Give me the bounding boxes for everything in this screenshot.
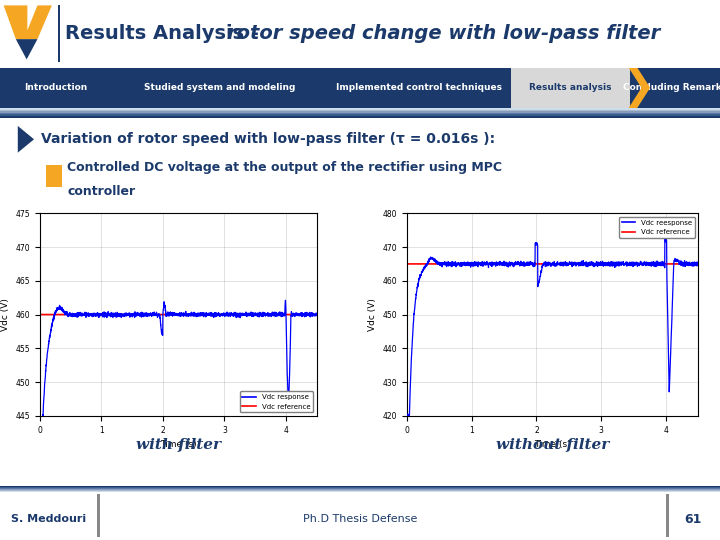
Bar (0, 489, 720, 490)
Polygon shape (16, 39, 37, 59)
Text: Results Analysis -: Results Analysis - (65, 24, 266, 43)
Bar (666, 494, 669, 537)
Polygon shape (18, 126, 34, 153)
Text: Ph.D Thesis Defense: Ph.D Thesis Defense (303, 515, 417, 524)
Y-axis label: Vdc (V): Vdc (V) (1, 298, 9, 331)
Text: Controlled DC voltage at the output of the rectifier using MPC: Controlled DC voltage at the output of t… (67, 161, 502, 174)
Text: rotor speed change with low-pass filter: rotor speed change with low-pass filter (227, 24, 660, 43)
Bar (0, 488, 720, 489)
X-axis label: Time (s): Time (s) (160, 440, 197, 449)
Bar (0, 487, 720, 488)
X-axis label: Time (s): Time (s) (534, 440, 571, 449)
Text: 61: 61 (685, 513, 702, 526)
Bar (0, 114, 720, 116)
Text: with filter: with filter (136, 438, 221, 453)
Bar (0, 486, 720, 487)
Bar (0, 490, 720, 491)
Bar (0, 108, 720, 110)
Bar (46, 165, 61, 186)
Text: Results analysis: Results analysis (529, 83, 612, 92)
Bar (0, 111, 720, 113)
Legend: Vdc reesponse, Vdc reference: Vdc reesponse, Vdc reference (618, 217, 695, 238)
Text: Implemented control techniques: Implemented control techniques (336, 83, 503, 92)
Polygon shape (629, 68, 650, 108)
Text: controller: controller (67, 185, 135, 198)
Bar (0, 113, 720, 114)
Legend: Vdc response, Vdc reference: Vdc response, Vdc reference (240, 392, 313, 413)
Bar (0, 110, 720, 111)
Text: S. Meddouri: S. Meddouri (11, 515, 86, 524)
Bar (0, 491, 720, 492)
Bar (511, 68, 630, 108)
Text: Studied system and modeling: Studied system and modeling (144, 83, 295, 92)
Bar (58, 5, 60, 62)
Text: Variation of rotor speed with low-pass filter (τ = 0.016s ):: Variation of rotor speed with low-pass f… (41, 132, 495, 146)
Y-axis label: Vdc (V): Vdc (V) (368, 298, 377, 331)
Text: Concluding Remarks: Concluding Remarks (623, 83, 720, 92)
Text: without filter: without filter (496, 438, 610, 453)
Polygon shape (4, 5, 52, 39)
Bar (97, 494, 100, 537)
Bar (0, 116, 720, 118)
Text: Introduction: Introduction (24, 83, 87, 92)
